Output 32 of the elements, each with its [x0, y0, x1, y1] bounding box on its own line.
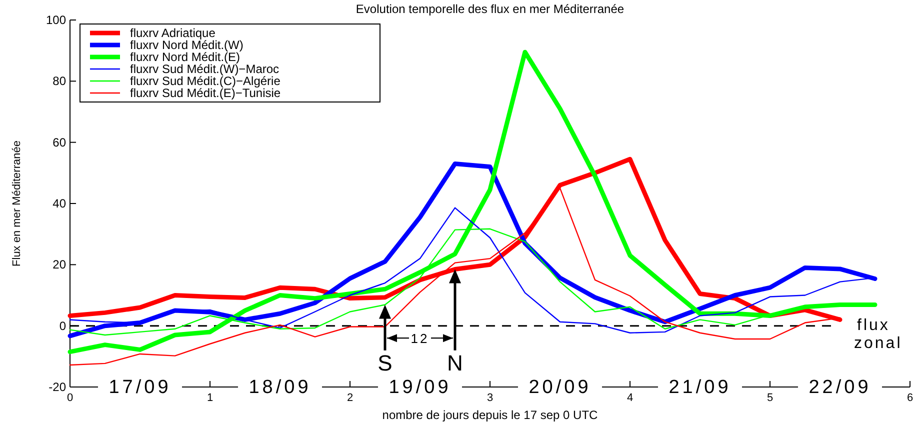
annotation: 20/09 [528, 377, 592, 398]
x-tick-label: 2 [346, 392, 354, 404]
chart-title: Evolution temporelle des flux en mer Méditerranée [356, 2, 624, 16]
legend-label: fluxrv Sud Médit.(C)−Algérie [130, 74, 281, 88]
y-tick-label: 60 [52, 135, 66, 150]
annotation: 12 [410, 331, 430, 346]
annotation: 17/09 [108, 377, 172, 398]
annotation: 22/09 [808, 377, 872, 398]
annotation: S [378, 350, 392, 376]
annotation: 21/09 [668, 377, 732, 398]
legend-label: fluxrv Sud Médit.(W)−Maroc [130, 62, 280, 76]
legend-label: fluxrv Nord Médit.(E) [130, 50, 240, 64]
legend-label: fluxrv Sud Médit.(E)−Tunisie [130, 86, 281, 100]
x-tick-label: 6 [906, 392, 914, 404]
y-tick-label: 100 [46, 13, 66, 27]
annotation: 19/09 [388, 377, 452, 398]
x-tick-label: 5 [766, 392, 774, 404]
y-tick-label: 0 [59, 318, 66, 333]
x-tick-label: 1 [206, 392, 214, 404]
y-tick-label: 20 [52, 258, 66, 272]
ref-line-label: flux zonal [854, 316, 902, 352]
y-axis-title: Flux en mer Méditerranée [11, 140, 23, 266]
x-tick-label: 4 [626, 392, 634, 404]
y-tick-label: 40 [52, 196, 66, 210]
legend-label: fluxrv Adriatique [130, 26, 216, 40]
x-axis-title: nombre de jours depuis le 17 sep 0 UTC [382, 408, 598, 422]
y-tick-label: 80 [52, 74, 66, 88]
annotation: 18/09 [248, 377, 312, 398]
annotation: N [447, 350, 463, 376]
y-tick-label: -20 [48, 380, 66, 394]
x-tick-label: 3 [486, 392, 494, 404]
legend-label: fluxrv Nord Médit.(W) [130, 38, 244, 52]
